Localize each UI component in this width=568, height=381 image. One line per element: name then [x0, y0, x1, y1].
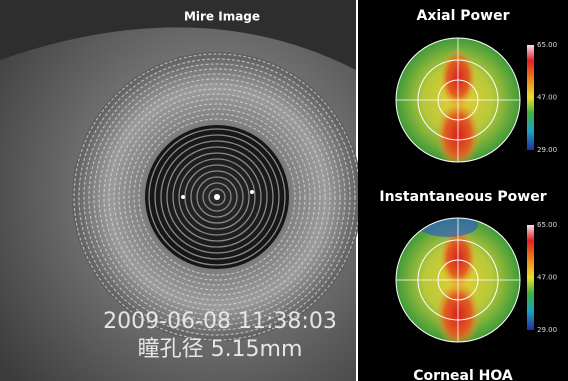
pupil-ring [196, 176, 238, 218]
mire-ring [88, 68, 346, 326]
color-bar [527, 225, 534, 330]
pupil-diameter: 瞳孔径 5.15mm [138, 337, 303, 362]
mire-ring [133, 113, 301, 281]
mire-ring [113, 93, 321, 301]
pupil-ring [154, 134, 280, 260]
mire-ring [98, 78, 336, 316]
mire-ring [108, 88, 326, 306]
color-bar [527, 45, 534, 150]
pupil-rings [148, 128, 286, 266]
mire-ring [93, 73, 341, 321]
scale-label: 29.00 [537, 326, 557, 334]
map-title: Axial Power [417, 8, 510, 24]
mire-ring [138, 118, 296, 276]
mire-ring [83, 63, 351, 331]
pupil-ring [148, 128, 286, 266]
mire-ring [103, 83, 331, 311]
mire-ring [78, 58, 356, 336]
mire-title: Mire Image [184, 10, 260, 24]
scale-label: 47.00 [537, 274, 557, 282]
scale-label: 65.00 [537, 41, 557, 49]
maps: Axial Power 65.00 47.00 29.00 Instantaneous … [379, 8, 557, 343]
pupil-ring [172, 152, 262, 242]
next-map-title: Corneal HOA [413, 368, 513, 381]
mire-ring [128, 108, 306, 286]
pupil-ring [190, 170, 244, 224]
scale-label: 47.00 [537, 94, 557, 102]
mire-ring [118, 98, 316, 296]
pupil-mark [181, 195, 185, 199]
pupil-ring [166, 146, 268, 248]
pupil-mark [250, 190, 254, 194]
scale-label: 65.00 [537, 221, 557, 229]
pupil-ring [208, 188, 226, 206]
eyelid [0, 0, 356, 70]
pupil-ring [202, 182, 232, 212]
pupil-ring [160, 140, 274, 254]
center-dot [214, 194, 220, 200]
mire-ring [123, 103, 311, 291]
pupil-ring [178, 158, 256, 236]
map-title: Instantaneous Power [379, 189, 546, 205]
timestamp: 2009-06-08 11:38:03 [103, 309, 337, 334]
scale-label: 29.00 [537, 146, 557, 154]
